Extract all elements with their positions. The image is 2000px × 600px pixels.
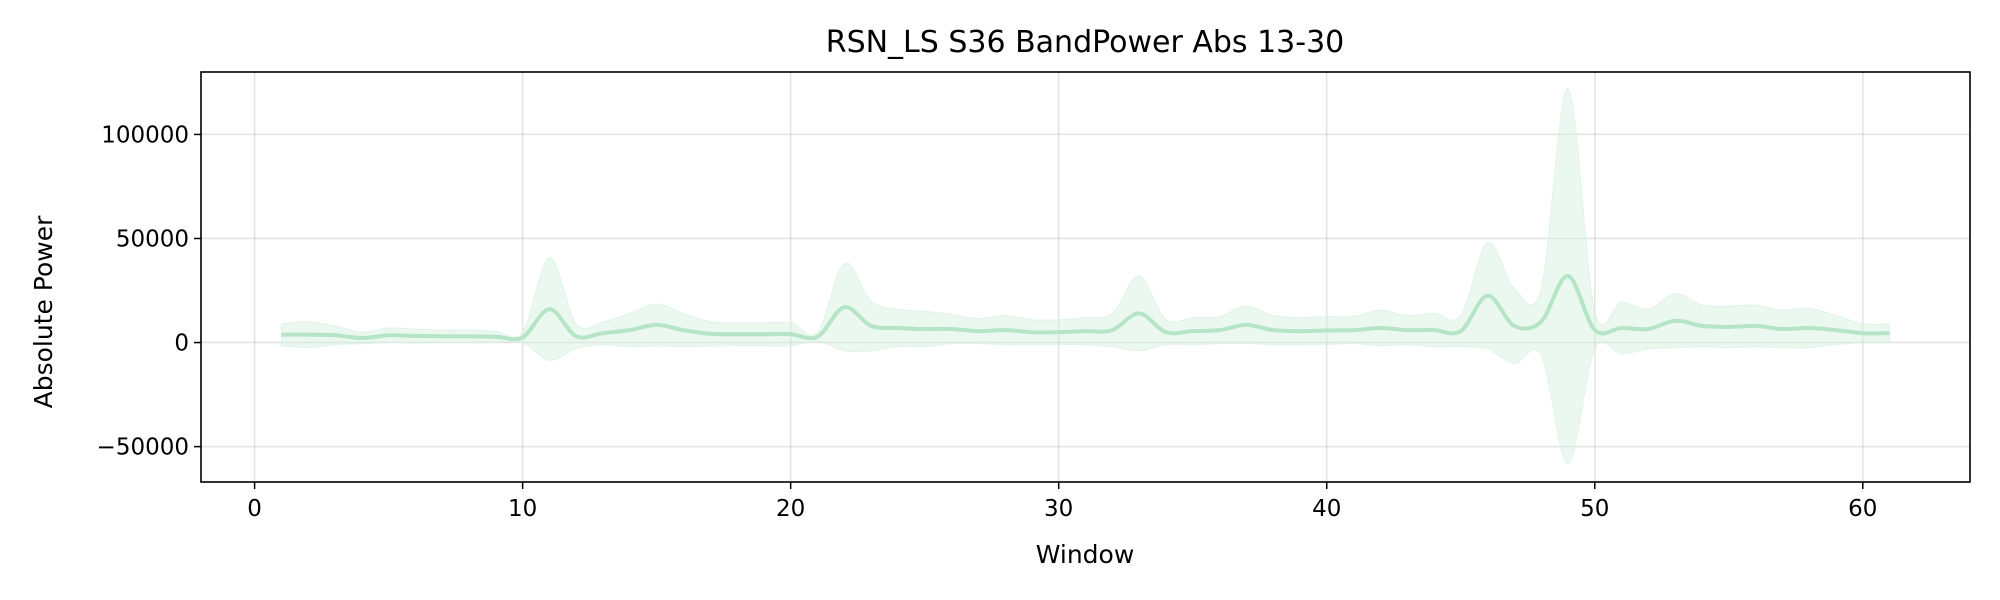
x-tick-label: 20 [776, 496, 805, 522]
chart-title: RSN_LS S36 BandPower Abs 13-30 [826, 25, 1345, 60]
y-tick-label: 100000 [101, 122, 189, 148]
x-tick-label: 10 [508, 496, 537, 522]
x-axis-label: Window [1036, 540, 1135, 569]
mean-line [281, 274, 1890, 342]
x-tick-label: 60 [1848, 496, 1877, 522]
x-tick-label: 0 [247, 496, 262, 522]
y-tick-label: 0 [174, 331, 189, 357]
x-tick-label: 50 [1580, 496, 1609, 522]
x-tick-label: 40 [1312, 496, 1341, 522]
x-axis: 0 10 20 30 40 50 60 [247, 482, 1877, 522]
y-axis: −50000 0 50000 100000 [97, 122, 201, 461]
x-tick-label: 30 [1044, 496, 1073, 522]
y-axis-label: Absolute Power [29, 215, 58, 409]
y-tick-label: −50000 [97, 435, 189, 461]
grid-lines [201, 72, 1970, 482]
plot-frame [200, 71, 1971, 483]
y-tick-label: 50000 [116, 226, 189, 252]
